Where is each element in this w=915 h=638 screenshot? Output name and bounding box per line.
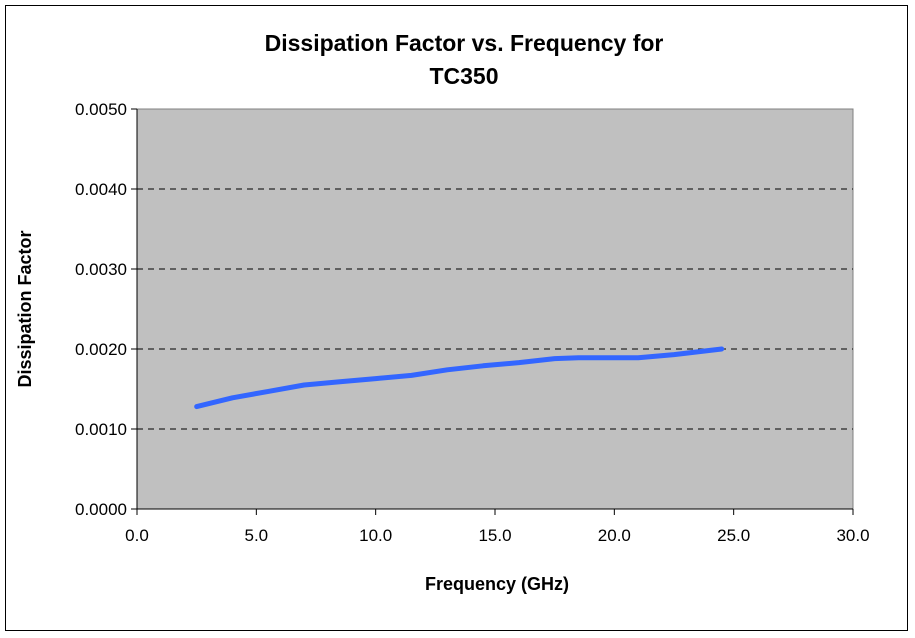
series-line <box>194 346 725 410</box>
y-tick-label: 0.0030 <box>75 260 127 279</box>
y-axis-label: Dissipation Factor <box>15 230 35 387</box>
y-tick-label: 0.0050 <box>75 100 127 119</box>
x-axis-label: Frequency (GHz) <box>425 574 569 594</box>
chart-title-line-1: Dissipation Factor vs. Frequency for <box>265 30 664 56</box>
series-group <box>194 346 725 410</box>
y-tick-label: 0.0020 <box>75 340 127 359</box>
chart-title-line-2: TC350 <box>429 63 498 89</box>
x-axis-ticks: 0.0 5.0 10.0 15.0 20.0 25.0 30.0 <box>125 509 870 545</box>
plot-area <box>136 108 854 510</box>
y-tick-label: 0.0010 <box>75 420 127 439</box>
y-tick-label: 0.0040 <box>75 180 127 199</box>
y-axis-ticks: 0.0000 0.0010 0.0020 0.0030 0.0040 0.0050 <box>75 100 137 519</box>
x-tick-label: 10.0 <box>359 526 392 545</box>
gridlines <box>137 188 853 430</box>
x-tick-label: 20.0 <box>598 526 631 545</box>
x-tick-label: 5.0 <box>245 526 269 545</box>
y-tick-label: 0.0000 <box>75 500 127 519</box>
x-tick-label: 25.0 <box>717 526 750 545</box>
x-tick-label: 0.0 <box>125 526 149 545</box>
x-tick-label: 15.0 <box>478 526 511 545</box>
x-tick-label: 30.0 <box>836 526 869 545</box>
